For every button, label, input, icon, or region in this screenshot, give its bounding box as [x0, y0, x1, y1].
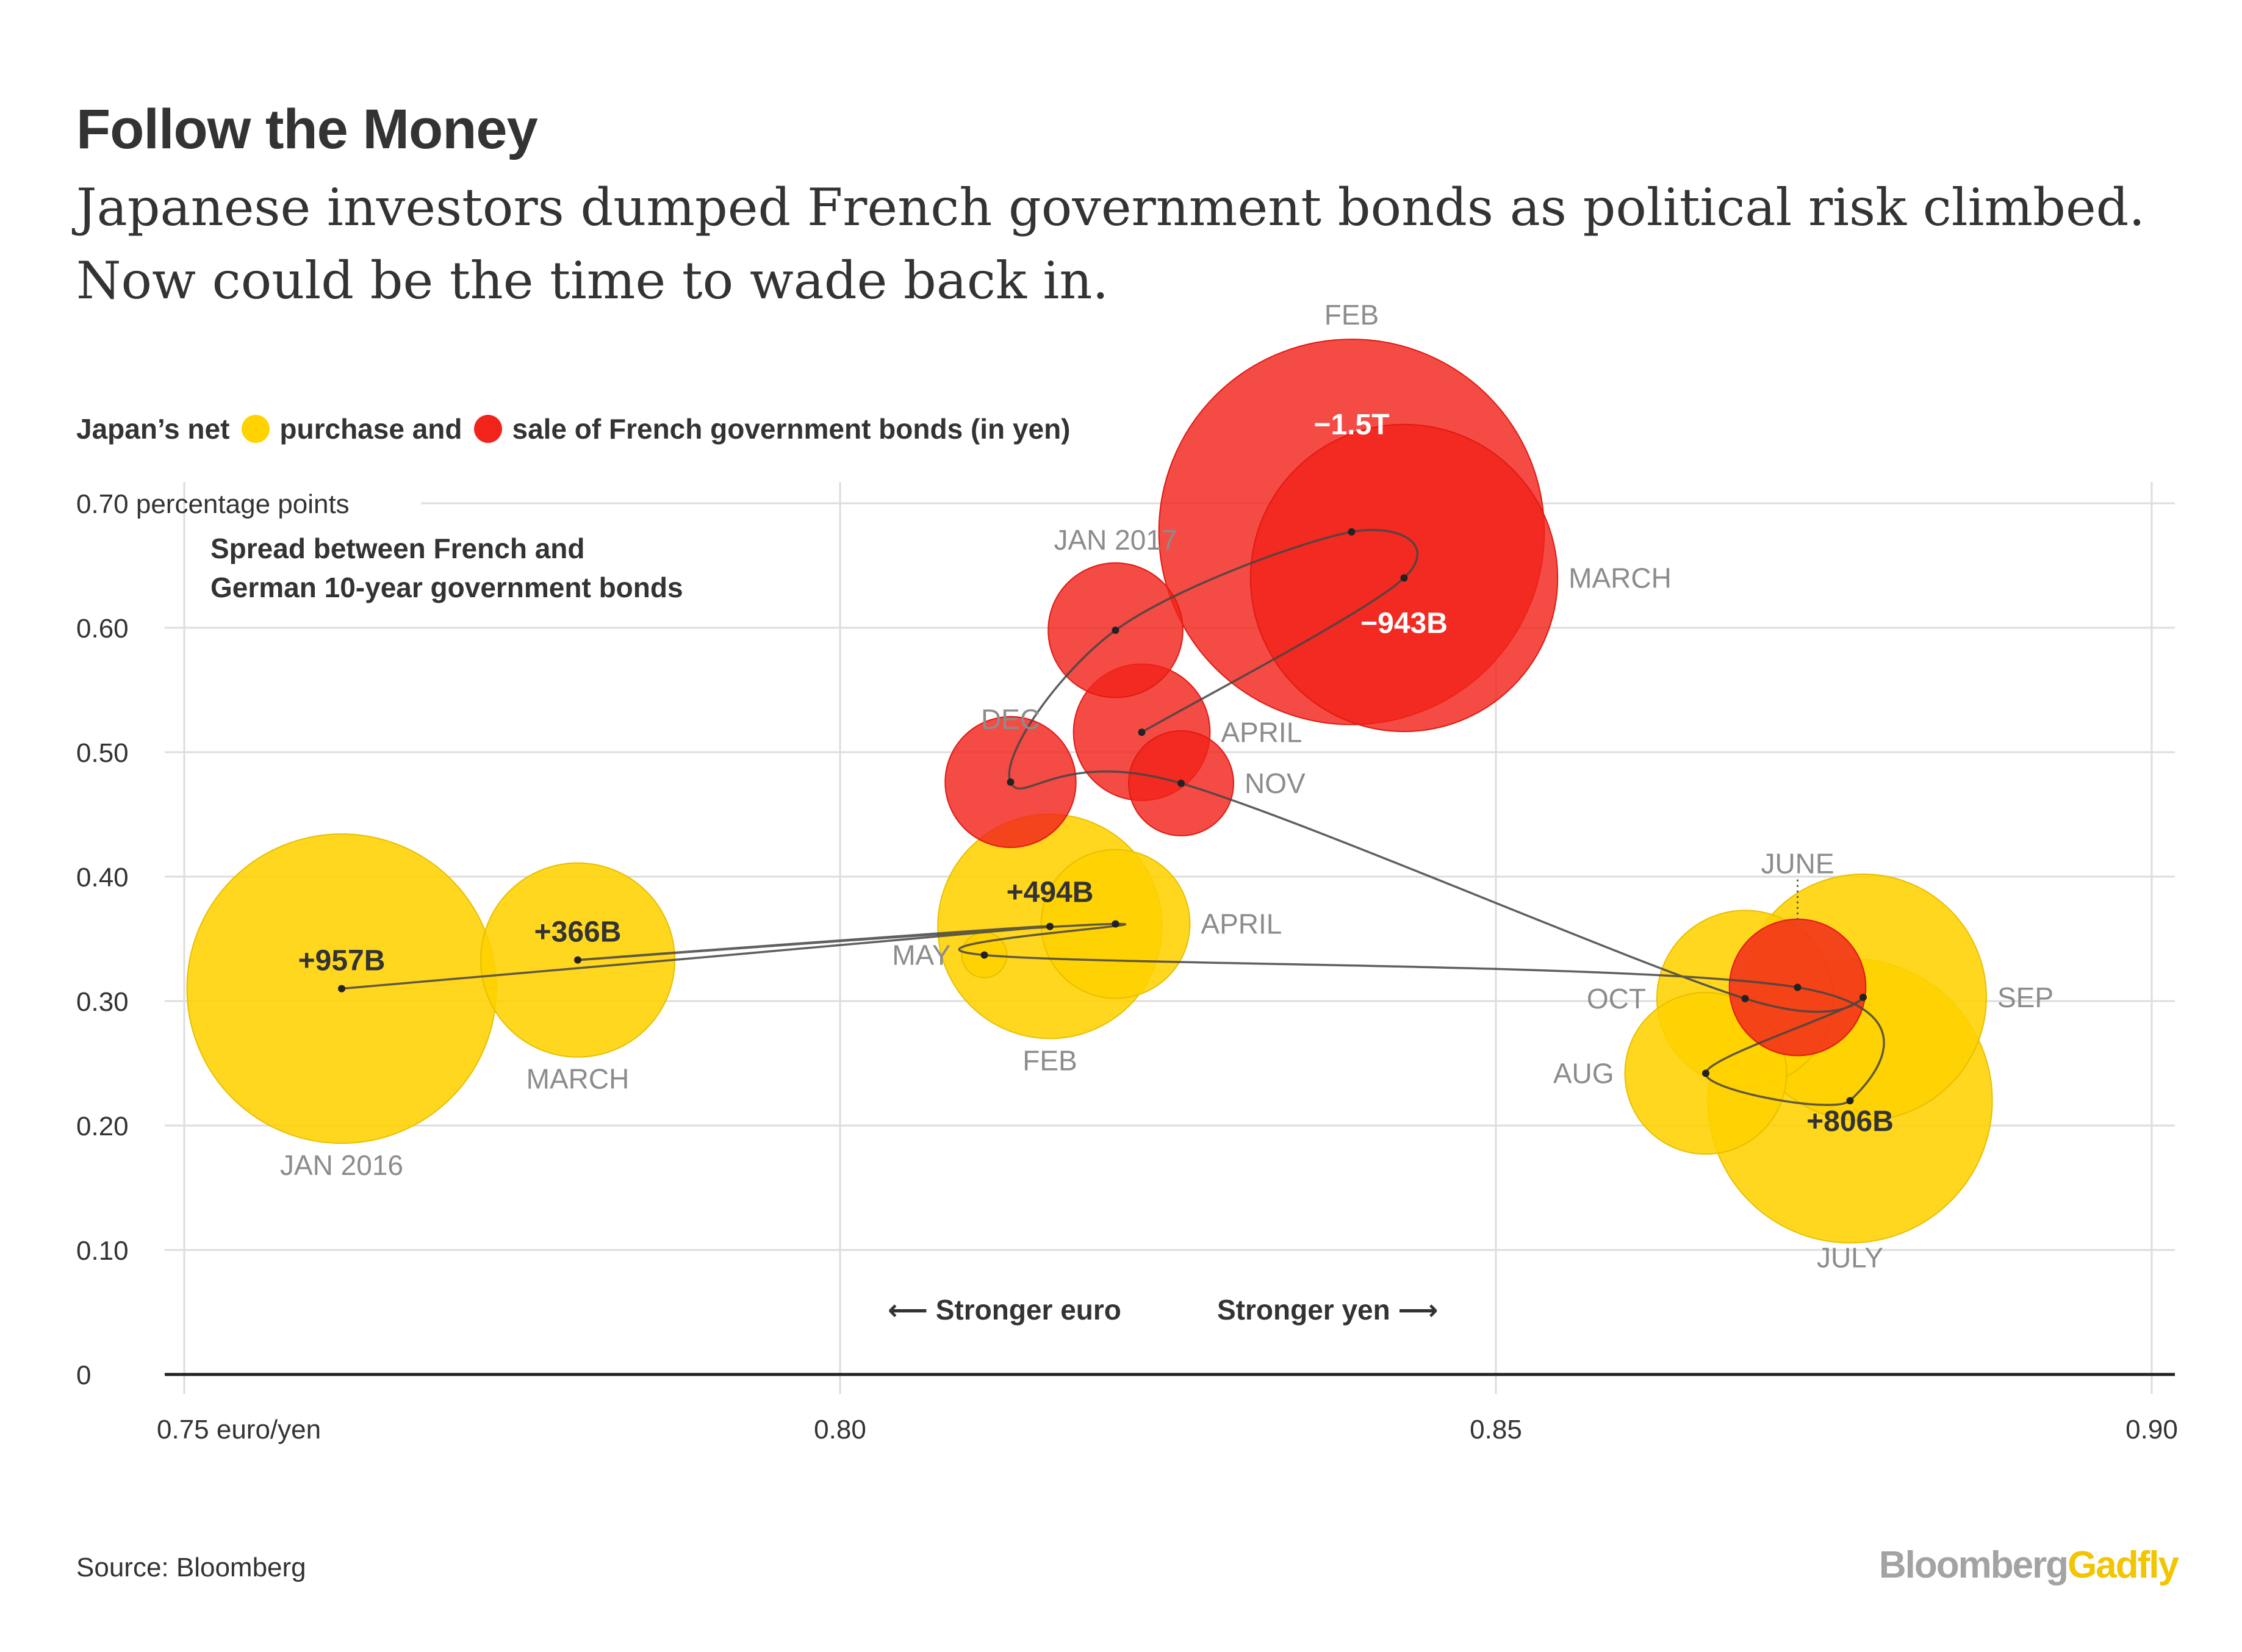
- data-point-dot: [1794, 983, 1802, 991]
- x-tick-label: 0.75 euro/yen: [157, 1415, 321, 1445]
- month-label: JAN 2016: [280, 1149, 403, 1181]
- data-point-dot: [1007, 778, 1015, 786]
- month-label: JAN 2017: [1054, 524, 1177, 556]
- legend-prefix: Japan’s net: [76, 413, 230, 445]
- direction-left-label: ⟵ Stronger euro: [888, 1294, 1121, 1326]
- month-label: MARCH: [526, 1063, 630, 1095]
- month-label: FEB: [1324, 299, 1379, 331]
- y-axis-title: Spread between French and German 10-year …: [210, 533, 683, 603]
- y-axis-title-line: German 10-year government bonds: [210, 572, 683, 603]
- axis-layer: 0 0.10 0.20 0.30 0.40 0.50 0.60 0.70 percentage…: [76, 489, 2178, 1445]
- value-label: −943B: [1360, 607, 1448, 639]
- month-label: APRIL: [1201, 908, 1282, 940]
- data-point-dot: [1859, 993, 1867, 1001]
- logo-part-gadfly: Gadfly: [2068, 1544, 2179, 1586]
- month-label: NOV: [1245, 767, 1306, 799]
- sale-dot-icon: [474, 415, 503, 443]
- month-label: APRIL: [1221, 716, 1302, 748]
- month-label: MAY: [892, 939, 950, 971]
- data-point-dot: [1138, 728, 1146, 736]
- y-tick-label: 0.10: [76, 1236, 129, 1266]
- month-label: JUNE: [1761, 848, 1834, 880]
- y-tick-label: 0.40: [76, 863, 129, 892]
- y-tick-label: 0: [76, 1360, 91, 1390]
- value-label: +957B: [298, 945, 386, 977]
- direction-right-label: Stronger yen ⟶: [1217, 1294, 1438, 1326]
- y-tick-label: 0.20: [76, 1112, 129, 1141]
- value-label: −1.5T: [1313, 409, 1389, 441]
- month-label: SEP: [1997, 982, 2053, 1013]
- purchase-dot-icon: [242, 415, 270, 443]
- data-point-dot: [574, 956, 581, 964]
- logo-part-bloomberg: Bloomberg: [1878, 1544, 2069, 1586]
- data-point-dot: [1846, 1097, 1854, 1105]
- value-label: +806B: [1806, 1105, 1894, 1138]
- value-label: +494B: [1007, 877, 1094, 909]
- chart-title: Follow the Money: [76, 98, 538, 160]
- data-point-dot: [1177, 780, 1185, 787]
- bubble-layer: [186, 339, 1993, 1244]
- data-point-dot: [1046, 922, 1054, 930]
- annot-layer: ⟵ Stronger euro Stronger yen ⟶: [888, 879, 1798, 1326]
- y-tick-label: 0.30: [76, 987, 129, 1017]
- data-point-dot: [338, 985, 345, 993]
- month-label: AUG: [1553, 1057, 1614, 1089]
- legend-purchase-label: purchase and: [279, 413, 462, 445]
- value-label: +366B: [534, 916, 622, 949]
- month-label: JULY: [1817, 1241, 1883, 1273]
- data-point-dot: [1112, 627, 1119, 634]
- x-tick-label: 0.80: [814, 1415, 866, 1445]
- data-point-dot: [1400, 574, 1408, 582]
- chart-subtitle: Japanese investors dumped French governm…: [76, 178, 2146, 311]
- source-note: Source: Bloomberg: [76, 1553, 306, 1582]
- path-layer: [338, 528, 1885, 1106]
- data-point-dot: [1741, 994, 1749, 1002]
- month-label: DEC: [981, 703, 1040, 735]
- y-tick-label: 0.60: [76, 614, 129, 644]
- month-label: FEB: [1022, 1044, 1077, 1076]
- legend-sale-label: sale of French government bonds (in yen): [512, 413, 1071, 445]
- x-tick-label: 0.85: [1470, 1415, 1522, 1445]
- y-axis-title-line: Spread between French and: [210, 533, 584, 564]
- brand-logo: BloombergGadfly: [1878, 1543, 2179, 1587]
- legend: Japan’s net purchase and sale of French …: [76, 412, 1071, 445]
- data-point-dot: [980, 951, 988, 959]
- month-label: MARCH: [1568, 562, 1672, 594]
- x-tick-label: 0.90: [2125, 1415, 2178, 1445]
- month-label: OCT: [1587, 983, 1646, 1015]
- y-tick-label: 0.70 percentage points: [76, 489, 350, 519]
- data-point-dot: [1112, 920, 1119, 928]
- data-point-dot: [1348, 528, 1356, 536]
- data-point-dot: [1702, 1069, 1709, 1077]
- y-tick-label: 0.50: [76, 738, 129, 768]
- label-layer: JAN 2016 +957B FEB +494B MARCH +366B APRIL MAY J…: [280, 299, 2053, 1273]
